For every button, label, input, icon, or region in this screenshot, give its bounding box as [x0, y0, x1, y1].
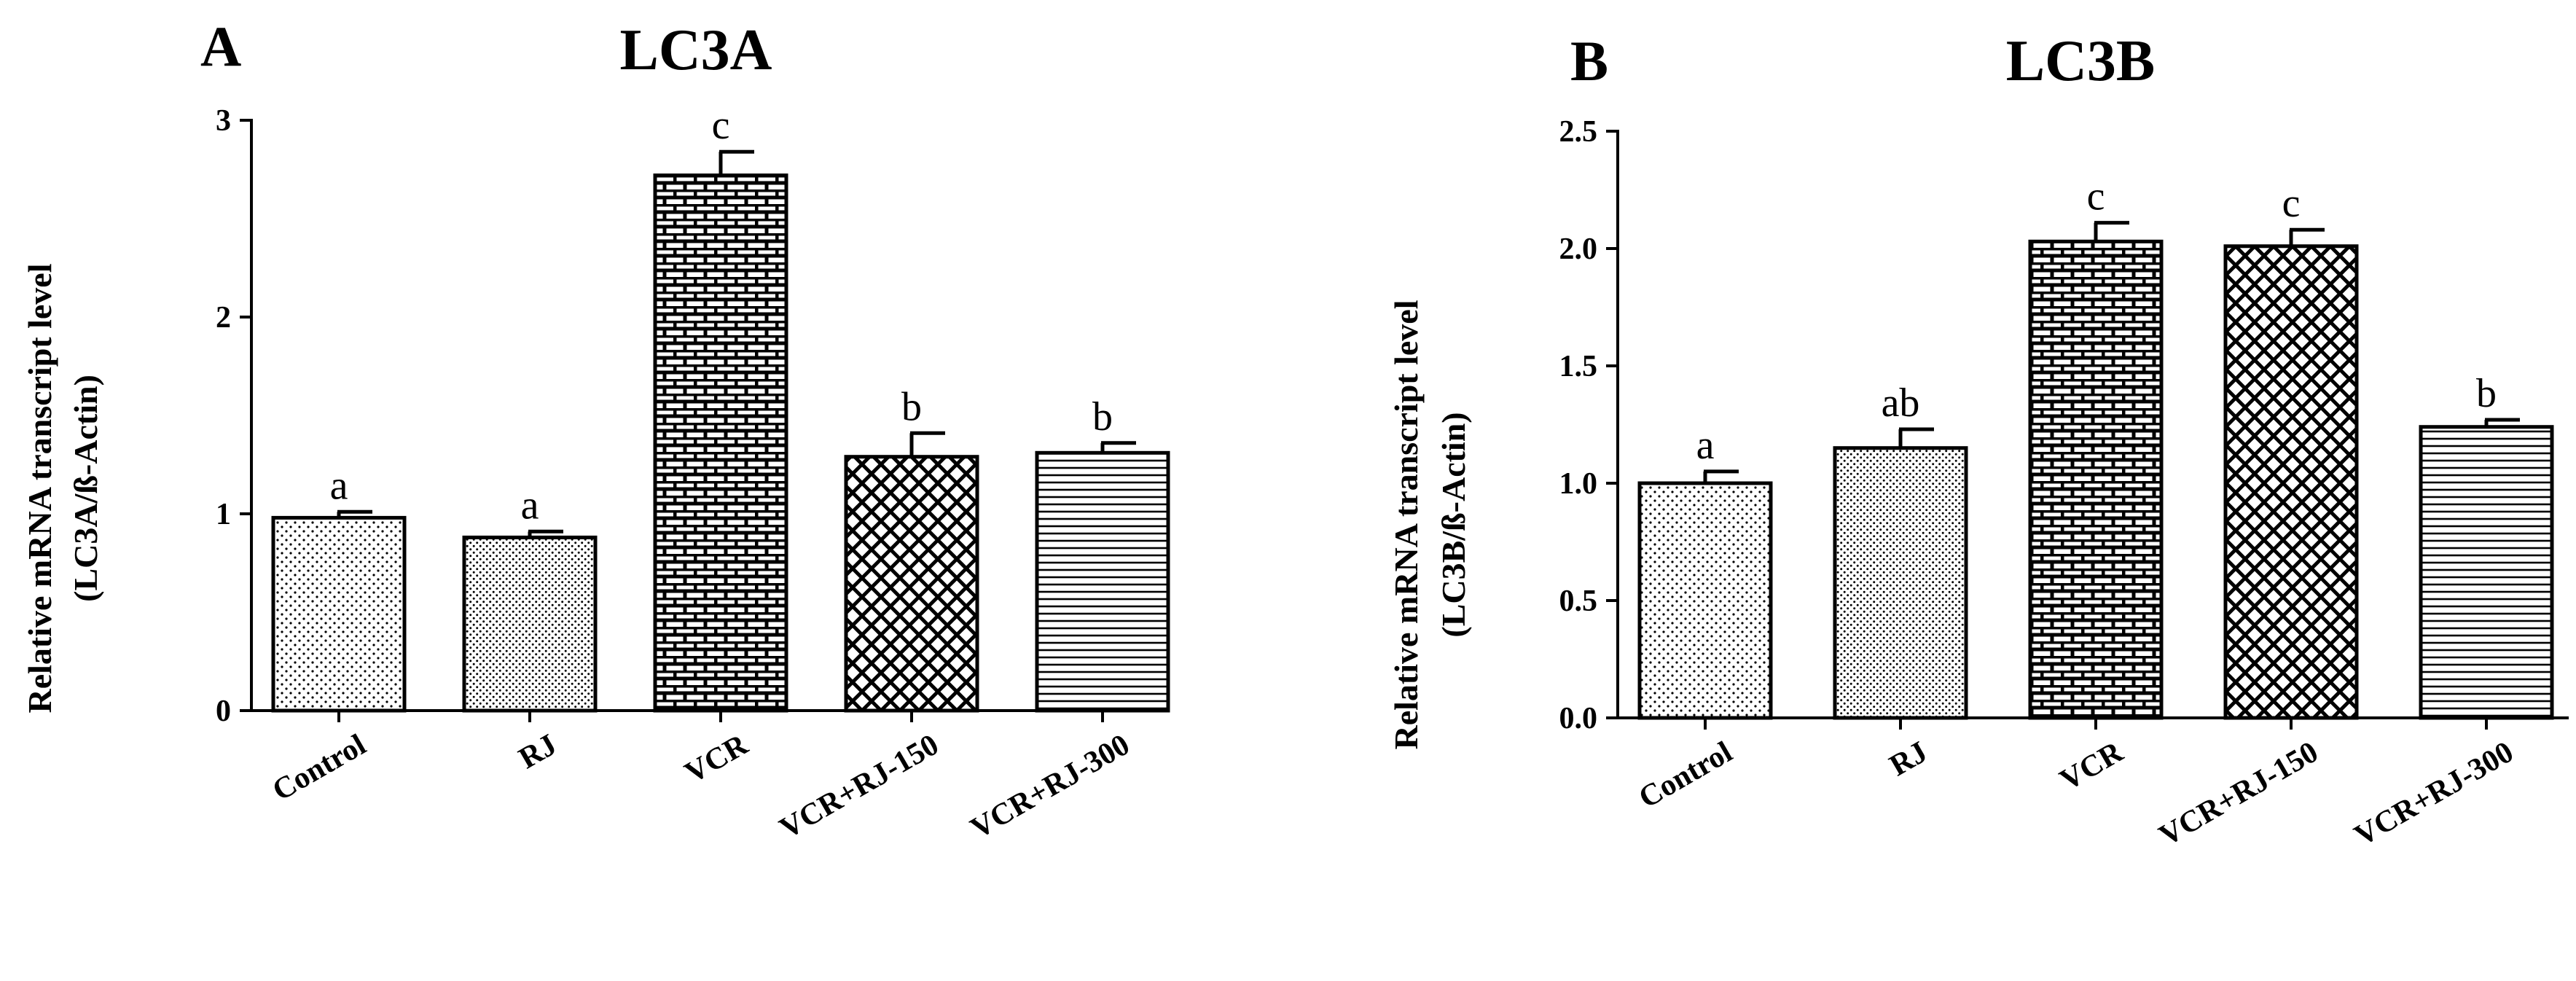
- significance-label: c: [712, 103, 730, 148]
- y-tick-label: 1.5: [1559, 350, 1598, 383]
- x-tick-label: VCR+RJ-300: [2349, 735, 2519, 853]
- x-tick-label: Control: [1633, 735, 1738, 815]
- y-axis-label-line2: (LC3A/ß-Actin): [67, 375, 104, 602]
- y-axis-label-line1: Relative mRNA transcript level: [1387, 300, 1425, 749]
- y-axis-label-line1: Relative mRNA transcript level: [21, 263, 58, 713]
- y-tick-label: 0.0: [1559, 702, 1598, 735]
- bar: [1833, 446, 1968, 720]
- panel-a: A LC3A Relative mRNA transcript level (L…: [21, 15, 1170, 845]
- y-tick-label: 2.5: [1559, 115, 1598, 149]
- x-tick-label: Control: [267, 728, 372, 808]
- significance-label: b: [1092, 394, 1113, 439]
- bar: [2223, 244, 2359, 720]
- significance-label: c: [2087, 174, 2105, 219]
- y-axis-label-line2: (LC3B/ß-Actin): [1435, 412, 1472, 637]
- bar: [2419, 425, 2554, 720]
- significance-label: a: [1696, 423, 1715, 468]
- x-tick-label: VCR+RJ-150: [2153, 735, 2324, 853]
- bar: [653, 173, 788, 713]
- y-tick-label: 0: [216, 695, 231, 728]
- x-tick-label: VCR+RJ-150: [774, 728, 944, 845]
- x-tick-label: VCR: [679, 727, 753, 790]
- bar: [1637, 481, 1773, 720]
- plot-area: 0.0 0.5 1.0 1.5 2.0 2.5 a Control ab RJ c VCR c VCR+R…: [1559, 115, 2569, 853]
- bar: [271, 515, 407, 713]
- significance-label: a: [521, 482, 539, 528]
- chart-title: LC3A: [620, 18, 772, 82]
- bar: [1035, 450, 1170, 713]
- y-tick-label: 1: [216, 498, 231, 531]
- bar: [844, 455, 979, 713]
- y-tick-label: 0.5: [1559, 585, 1598, 618]
- y-tick-label: 3: [216, 104, 231, 138]
- x-tick-label: RJ: [514, 728, 563, 776]
- chart-title: LC3B: [2006, 29, 2156, 93]
- significance-label: a: [330, 463, 348, 508]
- bar: [462, 535, 598, 713]
- panel-letter: B: [1570, 29, 1608, 93]
- panel-b: B LC3B Relative mRNA transcript level (L…: [1387, 29, 2569, 853]
- x-tick-label: VCR+RJ-300: [965, 728, 1135, 845]
- y-tick-label: 2.0: [1559, 232, 1598, 266]
- bar: [2028, 239, 2164, 720]
- y-tick-label: 1.0: [1559, 467, 1598, 501]
- significance-label: c: [2282, 181, 2301, 226]
- significance-label: ab: [1882, 380, 1920, 426]
- significance-label: b: [2476, 371, 2497, 416]
- x-tick-label: RJ: [1884, 735, 1933, 783]
- plot-area: 0 1 2 3 a Control a RJ c VCR b VCR+RJ-150 b VCR+RJ-30…: [216, 103, 1170, 845]
- y-tick-label: 2: [216, 301, 231, 335]
- panel-letter: A: [200, 15, 241, 78]
- significance-label: b: [901, 384, 922, 429]
- x-tick-label: VCR: [2054, 735, 2129, 797]
